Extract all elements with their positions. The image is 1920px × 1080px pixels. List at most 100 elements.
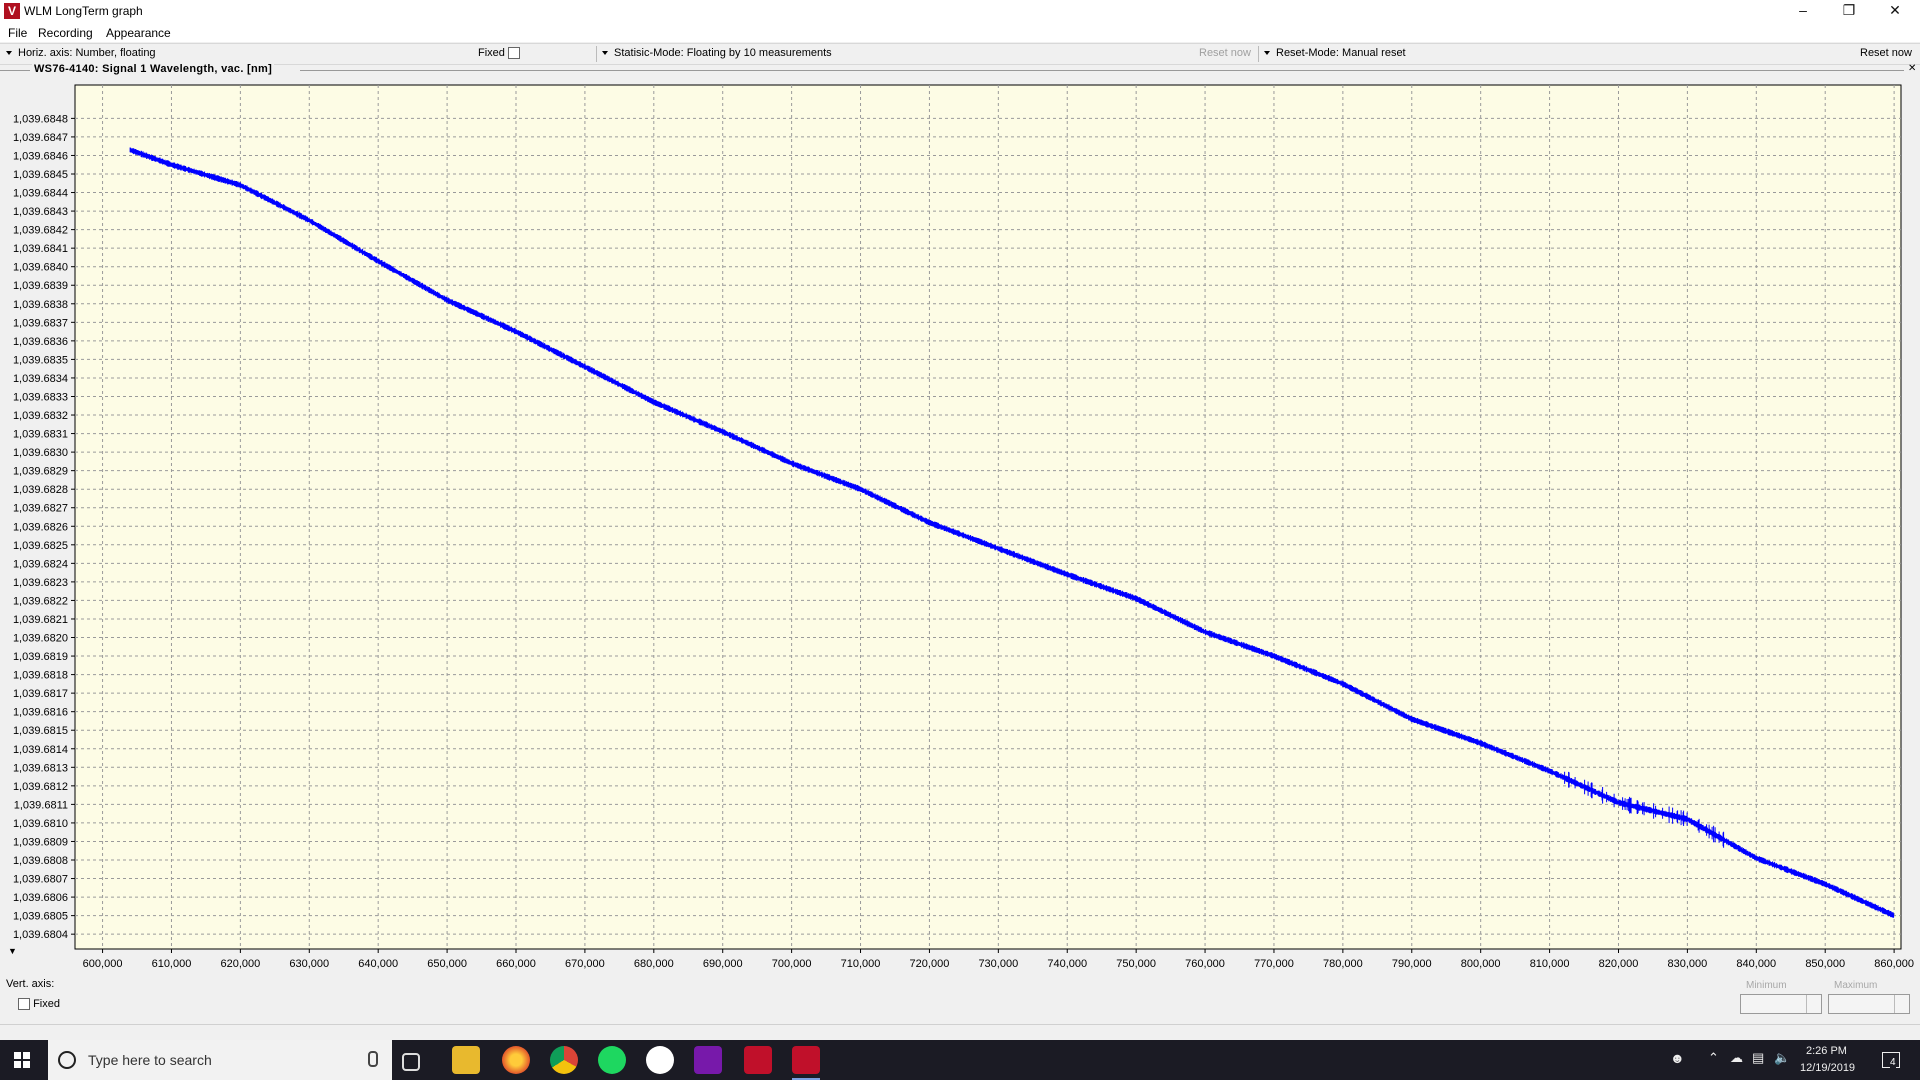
chevron-down-icon	[6, 51, 12, 56]
y-tick-label: 1,039.6810	[13, 818, 68, 830]
x-tick-label: 760,000	[1185, 958, 1225, 970]
windows-start-icon[interactable]	[14, 1052, 30, 1068]
show-hidden-icons-icon[interactable]: ⌃	[1708, 1050, 1719, 1065]
window-title: WLM LongTerm graph	[24, 4, 143, 18]
x-tick-label: 670,000	[565, 958, 605, 970]
minimum-spinner[interactable]	[1740, 994, 1822, 1014]
x-tick-label: 780,000	[1323, 958, 1363, 970]
x-tick-label: 740,000	[1047, 958, 1087, 970]
taskbar-search-box[interactable]: Type here to search	[48, 1040, 392, 1080]
checkbox-icon	[18, 998, 30, 1011]
y-tick-label: 1,039.6808	[13, 855, 68, 867]
x-tick-label: 650,000	[427, 958, 467, 970]
menu-recording[interactable]: Recording	[38, 26, 93, 40]
series-signal-1	[129, 147, 1895, 918]
minimum-label: Minimum	[1746, 980, 1787, 991]
y-tick-label: 1,039.6826	[13, 521, 68, 533]
vert-fixed-checkbox[interactable]: Fixed	[18, 998, 60, 1011]
firefox-icon[interactable]	[502, 1046, 530, 1074]
reset-now-disabled-button[interactable]: Reset now	[1199, 47, 1251, 59]
y-tick-label: 1,039.6812	[13, 781, 68, 793]
x-tick-label: 850,000	[1805, 958, 1845, 970]
y-tick-label: 1,039.6832	[13, 410, 68, 422]
network-icon[interactable]: ▤	[1752, 1050, 1765, 1065]
scroll-down-icon[interactable]: ▼	[8, 946, 17, 956]
y-tick-label: 1,039.6839	[13, 280, 68, 292]
y-tick-label: 1,039.6831	[13, 429, 68, 441]
x-tick-label: 800,000	[1461, 958, 1501, 970]
x-tick-label: 610,000	[152, 958, 192, 970]
y-tick-label: 1,039.6815	[13, 725, 68, 737]
statistic-mode-dropdown[interactable]: Statisic-Mode: Floating by 10 measuremen…	[602, 47, 832, 59]
menu-bar: File Recording Appearance	[0, 22, 1920, 42]
y-tick-label: 1,039.6809	[13, 836, 68, 848]
microphone-icon[interactable]	[368, 1051, 378, 1067]
volume-muted-icon[interactable]: 🔈	[1774, 1050, 1791, 1065]
y-tick-label: 1,039.6819	[13, 651, 68, 663]
chrome-icon[interactable]	[550, 1046, 578, 1074]
notification-count: 4	[1890, 1057, 1896, 1068]
minimize-button[interactable]: –	[1799, 2, 1807, 18]
x-tick-label: 840,000	[1736, 958, 1776, 970]
clock-time[interactable]: 2:26 PM	[1806, 1045, 1847, 1057]
reset-now-button[interactable]: Reset now	[1860, 47, 1912, 59]
y-axis: 1,039.6848 1,039.6847 1,039.6846 1,039.6845…	[13, 113, 75, 941]
x-tick-label: 630,000	[289, 958, 329, 970]
close-signal-icon[interactable]: ✕	[1908, 63, 1917, 74]
vert-fixed-label: Fixed	[33, 998, 60, 1010]
restore-button[interactable]: ❐	[1842, 2, 1856, 18]
menu-file[interactable]: File	[8, 26, 28, 40]
onenote-icon[interactable]	[694, 1046, 722, 1074]
file-explorer-icon[interactable]	[452, 1046, 480, 1074]
x-tick-label: 730,000	[978, 958, 1018, 970]
y-tick-label: 1,039.6817	[13, 688, 68, 700]
y-tick-label: 1,039.6820	[13, 633, 68, 645]
y-tick-label: 1,039.6845	[13, 169, 68, 181]
y-tick-label: 1,039.6806	[13, 892, 68, 904]
x-tick-label: 710,000	[841, 958, 881, 970]
people-icon[interactable]: ☻	[1670, 1050, 1685, 1066]
wlm-app-icon[interactable]	[744, 1046, 772, 1074]
x-axis: 600,000 610,000 620,000 630,000 640,000 650,0…	[83, 949, 1914, 970]
y-tick-label: 1,039.6847	[13, 132, 68, 144]
action-center-icon[interactable]: 4	[1882, 1052, 1900, 1068]
plot-area	[74, 84, 1902, 950]
y-tick-label: 1,039.6829	[13, 466, 68, 478]
y-tick-label: 1,039.6824	[13, 558, 68, 570]
y-tick-label: 1,039.6837	[13, 317, 68, 329]
close-button[interactable]: ✕	[1889, 2, 1901, 18]
spinner-arrows-icon[interactable]	[1894, 995, 1909, 1013]
statistic-mode-label: Statisic-Mode: Floating by 10 measuremen…	[614, 47, 832, 59]
horiz-axis-dropdown[interactable]: Horiz. axis: Number, floating	[6, 47, 156, 59]
onedrive-icon[interactable]: ☁	[1730, 1050, 1743, 1065]
grid	[75, 85, 1901, 949]
y-tick-label: 1,039.6848	[13, 113, 68, 125]
y-tick-label: 1,039.6821	[13, 614, 68, 626]
vertical-axis-panel: ▼ Vert. axis: Fixed Minimum Maximum	[0, 946, 1920, 1030]
signal-label: WS76-4140: Signal 1 Wavelength, vac. [nm…	[32, 63, 275, 75]
task-view-icon[interactable]	[402, 1053, 420, 1071]
reset-mode-dropdown[interactable]: Reset-Mode: Manual reset	[1264, 47, 1406, 59]
y-tick-label: 1,039.6840	[13, 262, 68, 274]
x-tick-label: 790,000	[1392, 958, 1432, 970]
wlm-app-icon-active[interactable]	[792, 1046, 820, 1080]
fixed-checkbox-top[interactable]: Fixed	[478, 47, 520, 60]
search-icon	[58, 1051, 76, 1069]
taskbar: Type here to search ☻ ⌃ ☁ ▤ 🔈 2:26 PM 12…	[0, 1040, 1920, 1080]
y-tick-label: 1,039.6844	[13, 188, 68, 200]
divider	[596, 46, 597, 62]
maximum-spinner[interactable]	[1828, 994, 1910, 1014]
spotify-icon[interactable]	[598, 1046, 626, 1074]
x-tick-label: 720,000	[910, 958, 950, 970]
y-tick-label: 1,039.6807	[13, 874, 68, 886]
spinner-arrows-icon[interactable]	[1806, 995, 1821, 1013]
x-tick-label: 600,000	[83, 958, 123, 970]
y-tick-label: 1,039.6834	[13, 373, 68, 385]
options-bar: Horiz. axis: Number, floating Fixed Stat…	[0, 43, 1920, 65]
y-tick-label: 1,039.6828	[13, 484, 68, 496]
slack-icon[interactable]	[646, 1046, 674, 1074]
menu-appearance[interactable]: Appearance	[106, 26, 171, 40]
x-tick-label: 860,000	[1874, 958, 1914, 970]
clock-date[interactable]: 12/19/2019	[1800, 1062, 1856, 1074]
y-tick-label: 1,039.6825	[13, 540, 68, 552]
